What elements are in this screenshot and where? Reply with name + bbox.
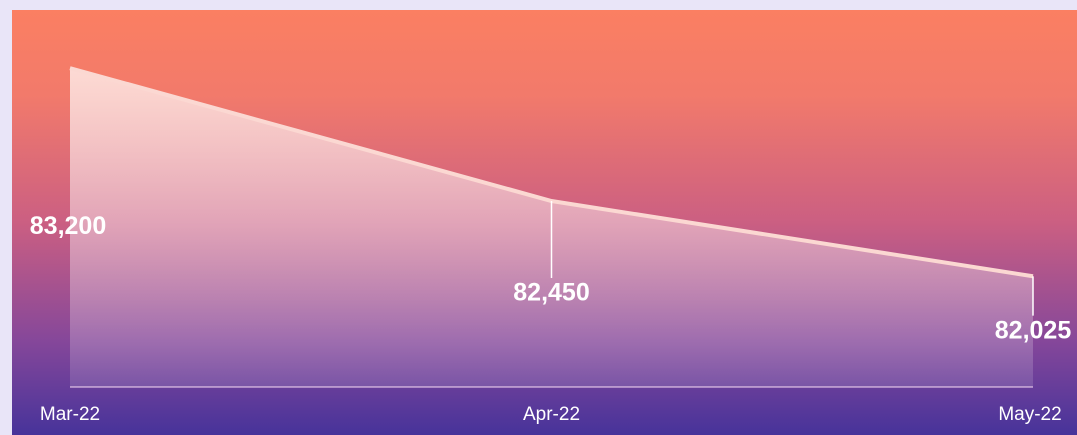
value-label: 83,200: [30, 212, 106, 240]
x-tick-label: Mar-22: [40, 404, 100, 425]
value-label: 82,450: [513, 279, 589, 307]
x-tick-label: May-22: [998, 404, 1061, 425]
x-tick-label: Apr-22: [523, 404, 580, 425]
value-label: 82,025: [995, 316, 1072, 344]
